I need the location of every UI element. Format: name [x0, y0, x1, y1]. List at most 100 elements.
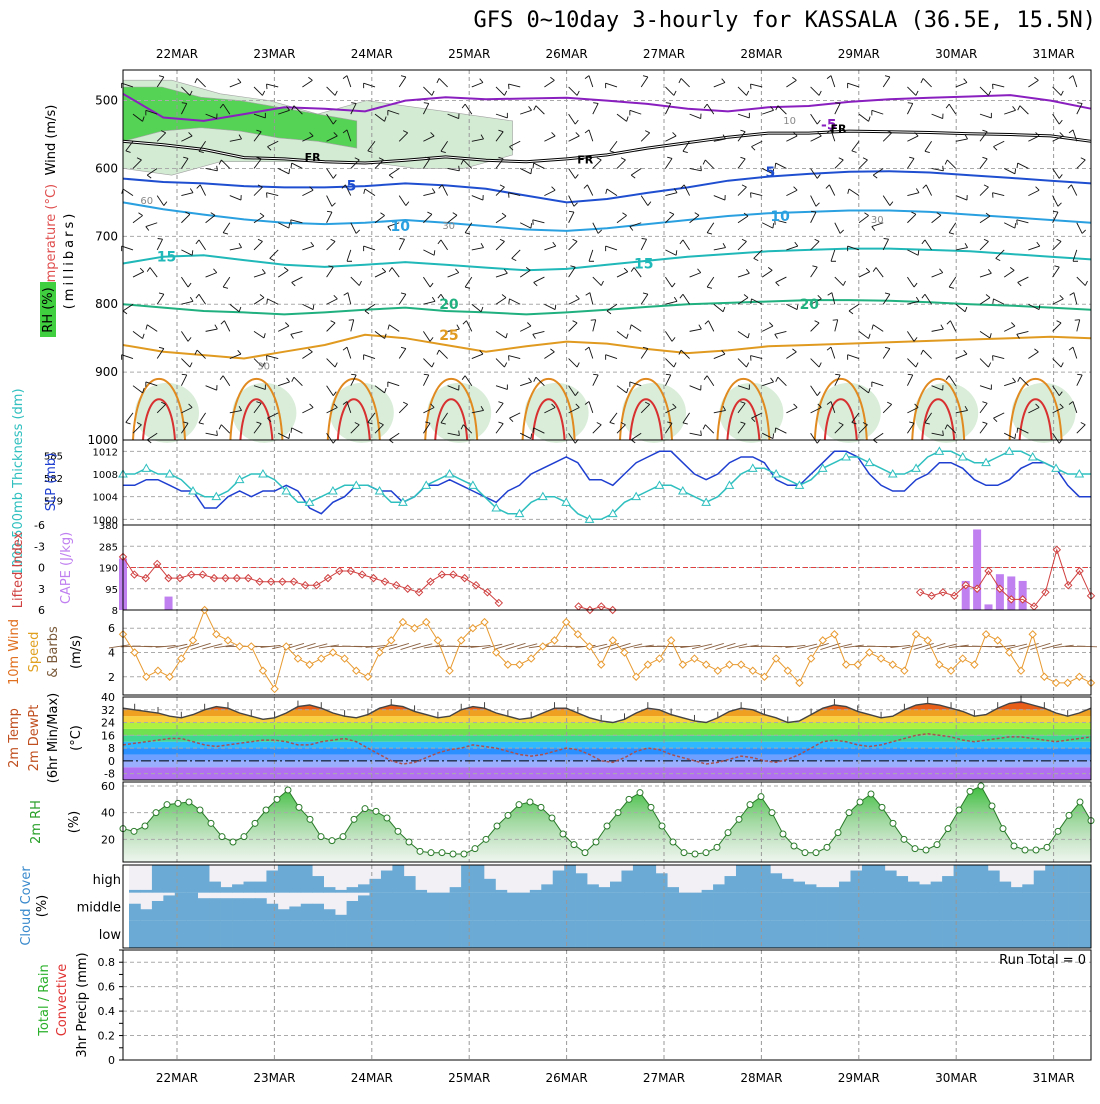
rh2m-marker	[1011, 843, 1017, 849]
wind-barb-flag	[534, 106, 536, 110]
wind-barb-flag	[146, 325, 147, 330]
wind-barb	[738, 331, 748, 338]
top-day-label: 29MAR	[838, 47, 880, 61]
cloud-cell-low	[770, 920, 782, 948]
wind-barb-flag	[555, 305, 556, 310]
wind-barb	[617, 160, 625, 168]
wind-barb	[956, 139, 968, 141]
rh-axis-title: RH (%)	[41, 287, 56, 332]
wind-barb-flag	[1059, 174, 1062, 178]
isotherm-label: 15	[157, 250, 176, 266]
wind-barb	[150, 267, 157, 277]
cloud-cell-low	[908, 920, 920, 948]
cloud-cell-middle	[1080, 893, 1092, 921]
wind-barb	[496, 216, 506, 223]
cloud-cell-middle	[209, 898, 221, 920]
temp2m-title-4: (°C)	[69, 725, 84, 751]
wind-barb	[956, 304, 965, 311]
bottom-day-label: 31MAR	[1033, 1071, 1075, 1085]
wind-barb	[347, 250, 351, 261]
wind-barb	[302, 190, 313, 195]
cloud-cell-middle	[725, 893, 737, 921]
rh2m-marker	[461, 851, 467, 857]
wind-barb-flag	[504, 91, 506, 95]
wind-barb	[883, 133, 891, 141]
wind10m-marker	[131, 649, 138, 656]
wind-barb-flag	[701, 431, 702, 436]
wind-barb	[254, 331, 264, 338]
wind-barb-flag	[939, 269, 942, 273]
wind-barb	[496, 273, 507, 277]
wind-barb	[327, 386, 334, 396]
wind-barb-flag	[534, 377, 536, 381]
wind10m-barb	[704, 643, 724, 649]
wind-barb	[949, 277, 956, 287]
cloud-cell-middle	[461, 893, 473, 921]
cloud-cell-low	[152, 920, 164, 948]
cloud-cell-high	[759, 865, 771, 893]
cloud-cell-low	[954, 920, 966, 948]
rh2m-marker	[1033, 847, 1039, 853]
wind-barb	[254, 87, 262, 95]
wind-barb-flag	[776, 377, 778, 381]
wind-barb	[778, 377, 786, 385]
cloud-cell-middle	[541, 893, 553, 921]
temp-tick-label: -8	[104, 768, 115, 781]
rh2m-marker	[274, 796, 280, 802]
cloud-cell-middle	[999, 893, 1011, 921]
cloud-cell-middle	[896, 893, 908, 921]
wind-barb	[327, 196, 332, 207]
wind-barb	[520, 223, 531, 228]
rh2m-marker	[901, 836, 907, 842]
wind-barb	[848, 83, 859, 87]
wind-barb-flag	[576, 295, 580, 299]
wind-barb-flag	[287, 378, 290, 382]
cloud-cell-low	[851, 920, 863, 948]
wind-barb	[496, 386, 507, 390]
wind-barb	[811, 212, 816, 223]
cloud-cell-middle	[301, 904, 313, 921]
wind-barb-flag	[916, 363, 918, 367]
cloud-cell-low	[289, 920, 301, 948]
cloud-cell-high	[484, 879, 496, 893]
wind-barb-flag	[914, 283, 917, 287]
wind-barb-flag	[502, 213, 506, 216]
wind10m-marker	[143, 673, 150, 680]
cloud-cell-low	[461, 920, 473, 948]
wind-barb-flag	[1060, 132, 1064, 136]
rh2m-marker	[1077, 799, 1083, 805]
wind-barb-flag	[792, 349, 796, 352]
wind-barb-flag	[1061, 91, 1063, 95]
wind10m-marker	[971, 661, 978, 668]
wind-barb	[133, 386, 143, 393]
cloud-cell-low	[358, 920, 370, 948]
cloud-cell-high	[278, 865, 290, 893]
cloud-cell-low	[587, 920, 599, 948]
wind-barb-flag	[993, 299, 994, 304]
cloud-cell-low	[1068, 920, 1080, 948]
cloud-cell-low	[999, 920, 1011, 948]
cloud-cell-low	[690, 920, 702, 948]
rh2m-marker	[791, 843, 797, 849]
wind-barb-flag	[289, 434, 290, 439]
wind-barb	[932, 114, 943, 118]
rh2m-marker	[956, 807, 962, 813]
millibars-axis-title: (millibars)	[62, 211, 77, 310]
wind-barb	[181, 277, 188, 287]
wind-barb-flag	[143, 334, 145, 339]
cloud-cell-middle	[221, 898, 233, 920]
wind-barb	[665, 359, 673, 367]
wind-barb	[157, 294, 164, 304]
rh2m-marker	[131, 828, 137, 834]
wind-barb	[762, 110, 773, 114]
wind-barb-flag	[512, 258, 516, 260]
wind-barb	[520, 168, 531, 173]
wind10m-marker	[516, 661, 523, 668]
wind-barb	[872, 382, 883, 386]
wind-barb	[873, 433, 883, 440]
wind-barb	[206, 386, 217, 390]
wind-barb-flag	[220, 376, 223, 380]
rh2m-marker	[736, 816, 742, 822]
wind-barb	[681, 350, 689, 358]
wind-barb-flag	[190, 188, 193, 192]
